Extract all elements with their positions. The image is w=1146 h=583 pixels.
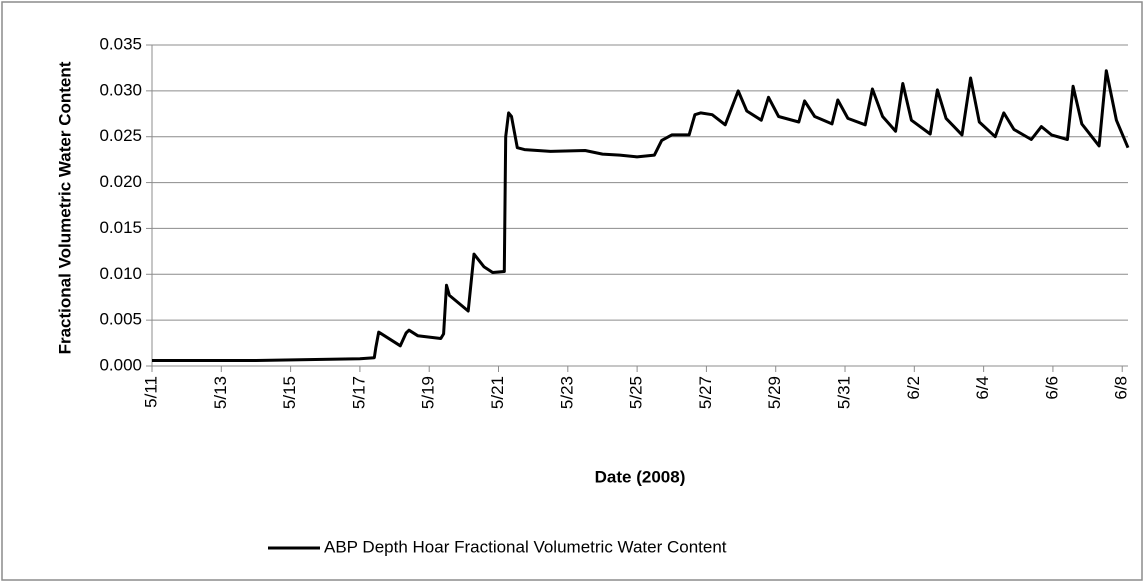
x-tick-label: 6/4 (973, 376, 992, 400)
y-tick-label: 0.005 (99, 310, 142, 329)
data-line (152, 69, 1130, 362)
x-tick-label: 5/25 (627, 376, 646, 409)
x-tick-label: 5/13 (211, 376, 230, 409)
x-tick-label: 5/29 (765, 376, 784, 409)
x-tick-label: 6/2 (904, 376, 923, 400)
x-tick-label: 5/23 (557, 376, 576, 409)
x-tick-label: 6/8 (1112, 376, 1131, 400)
legend-label: ABP Depth Hoar Fractional Volumetric Wat… (324, 537, 727, 556)
y-tick-label: 0.015 (99, 218, 142, 237)
x-tick-label: 5/19 (419, 376, 438, 409)
y-tick-label: 0.000 (99, 355, 142, 374)
y-tick-label: 0.030 (99, 80, 142, 99)
x-tick-label: 5/27 (696, 376, 715, 409)
y-tick-label: 0.010 (99, 264, 142, 283)
y-tick-label: 0.020 (99, 172, 142, 191)
x-tick-label: 6/6 (1042, 376, 1061, 400)
x-tick-label: 5/21 (488, 376, 507, 409)
y-axis-title: Fractional Volumetric Water Content (55, 61, 74, 354)
x-tick-label: 5/17 (349, 376, 368, 409)
x-axis-title: Date (2008) (595, 467, 686, 486)
y-tick-label: 0.025 (99, 126, 142, 145)
x-tick-label: 5/31 (835, 376, 854, 409)
x-tick-label: 5/11 (141, 376, 160, 408)
x-tick-label: 5/15 (280, 376, 299, 409)
y-tick-label: 0.035 (99, 34, 142, 53)
